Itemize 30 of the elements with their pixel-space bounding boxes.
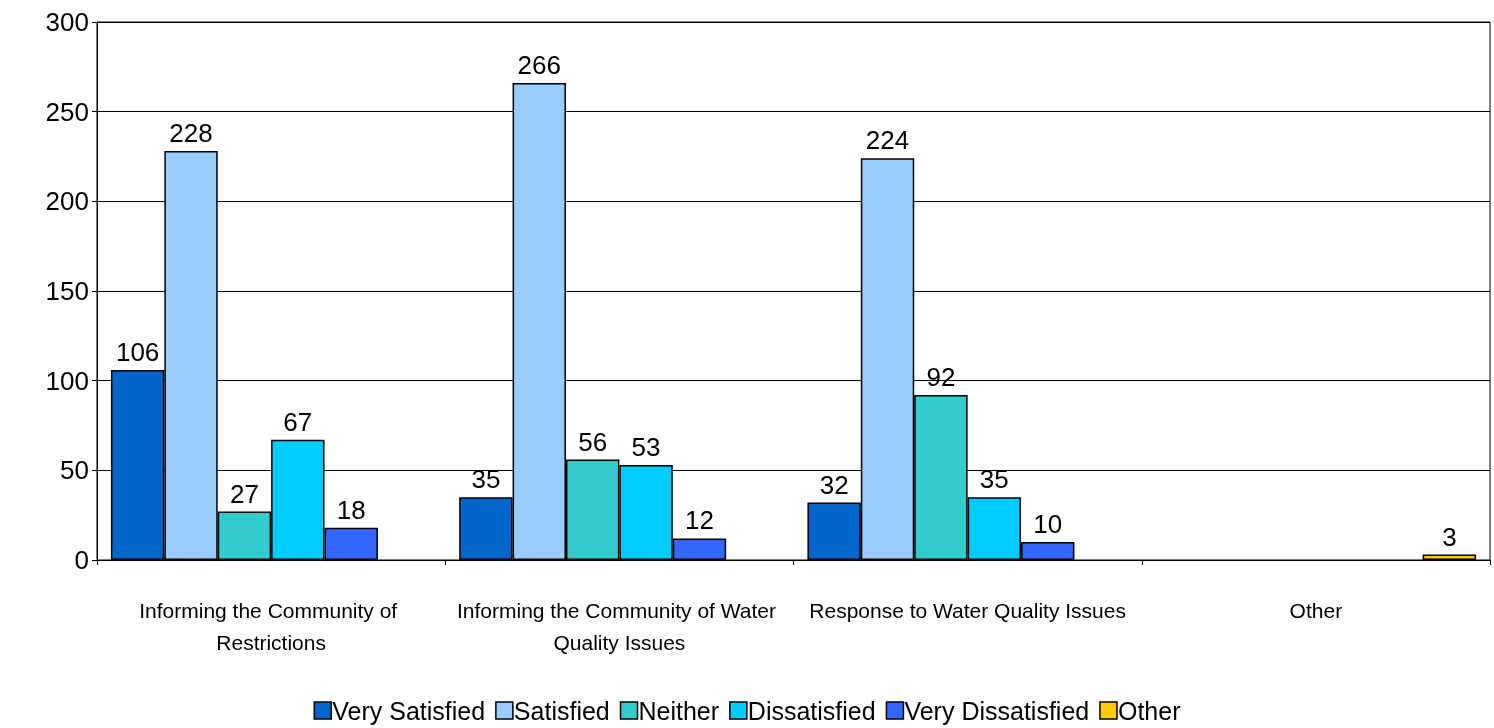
x-tick-label: Response to Water Quality Issues [809,598,1126,622]
y-tick-label: 50 [60,455,89,486]
data-label: 10 [1033,509,1063,540]
data-label: 266 [517,49,561,80]
data-label: 67 [283,406,313,437]
data-label: 224 [865,125,910,156]
x-tick-label: Informing the Community of Restrictions [139,598,404,654]
legend-label: Satisfied [513,696,610,725]
y-tick-label: 100 [45,365,89,396]
legend-label: Dissatisfied [747,696,876,725]
x-tick-label: Informing the Community of Water Quality Issues [456,598,782,654]
y-tick-label: 0 [74,545,89,575]
y-tick-label: 150 [45,276,89,306]
legend-label: Other [1117,696,1181,725]
data-label: 3 [1442,521,1457,552]
data-label: 12 [685,505,714,536]
data-label: 32 [819,469,849,500]
legend-label: Neither [638,696,720,725]
data-label: 18 [336,494,366,525]
y-tick-label: 300 [45,7,89,37]
data-label: 228 [169,118,213,149]
legend-label: Very Satisfied [332,696,486,725]
x-tick-label: Other [1289,598,1343,622]
legend-label: Very Dissatisfied [904,696,1090,725]
data-label: 106 [115,336,160,367]
y-tick-label: 250 [45,96,89,127]
data-label: 53 [631,431,661,462]
data-label: 27 [229,478,259,509]
y-tick-label: 200 [45,186,89,217]
data-label: 56 [578,426,608,457]
